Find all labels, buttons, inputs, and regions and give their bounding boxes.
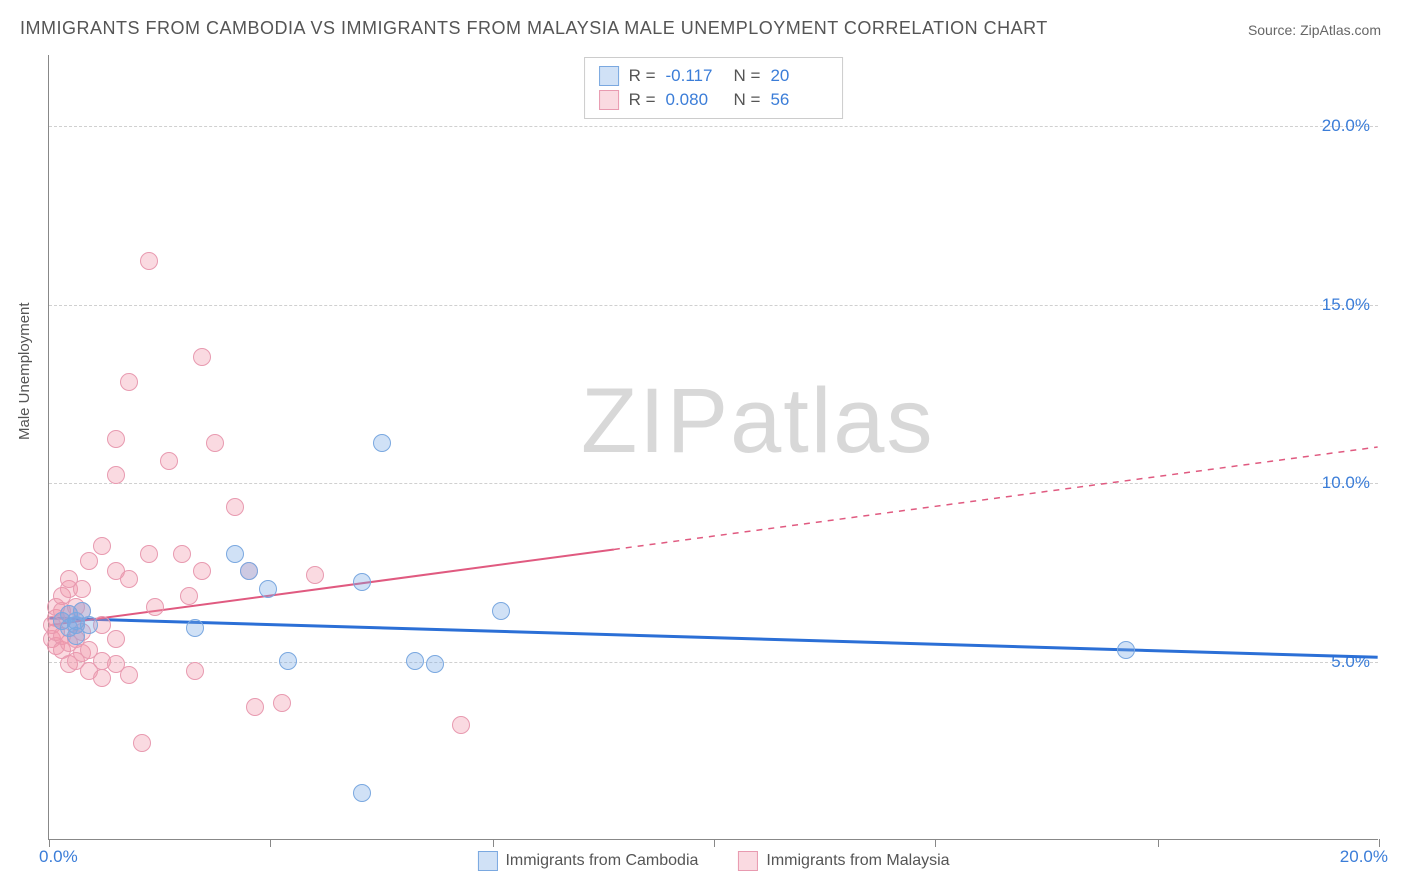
watermark: ZIPatlas xyxy=(581,369,934,474)
data-point-malaysia xyxy=(107,466,125,484)
data-point-malaysia xyxy=(160,452,178,470)
r-label: R = xyxy=(629,90,656,110)
legend-item-malaysia: Immigrants from Malaysia xyxy=(738,851,949,871)
x-tick xyxy=(1158,839,1159,847)
y-tick-label: 10.0% xyxy=(1322,473,1370,493)
gridline xyxy=(49,662,1378,663)
data-point-malaysia xyxy=(120,570,138,588)
n-label: N = xyxy=(734,90,761,110)
legend-swatch-icon xyxy=(599,66,619,86)
legend-swatch-icon xyxy=(477,851,497,871)
data-point-malaysia xyxy=(73,580,91,598)
data-point-cambodia xyxy=(186,619,204,637)
data-point-malaysia xyxy=(93,537,111,555)
legend-label: Immigrants from Cambodia xyxy=(505,852,698,870)
data-point-cambodia xyxy=(67,612,85,630)
gridline xyxy=(49,305,1378,306)
data-point-malaysia xyxy=(186,662,204,680)
data-point-malaysia xyxy=(273,694,291,712)
x-tick xyxy=(714,839,715,847)
gridline xyxy=(49,483,1378,484)
legend-label: Immigrants from Malaysia xyxy=(766,852,949,870)
correlation-legend: R = -0.117 N = 20 R = 0.080 N = 56 xyxy=(584,57,844,119)
chart-title: IMMIGRANTS FROM CAMBODIA VS IMMIGRANTS F… xyxy=(20,18,1048,39)
data-point-malaysia xyxy=(120,666,138,684)
trend-lines xyxy=(49,55,1378,839)
legend-swatch-icon xyxy=(738,851,758,871)
x-tick xyxy=(49,839,50,847)
r-value: 0.080 xyxy=(666,90,724,110)
legend-row-cambodia: R = -0.117 N = 20 xyxy=(599,64,829,88)
data-point-malaysia xyxy=(246,698,264,716)
plot-area: 5.0%10.0%15.0%20.0%0.0%20.0%ZIPatlasR =-… xyxy=(48,55,1378,840)
x-min-label: 0.0% xyxy=(39,847,78,867)
data-point-malaysia xyxy=(93,669,111,687)
data-point-malaysia xyxy=(107,630,125,648)
n-value: 56 xyxy=(770,90,828,110)
legend-row-malaysia: R = 0.080 N = 56 xyxy=(599,88,829,112)
data-point-malaysia xyxy=(193,562,211,580)
data-point-malaysia xyxy=(120,373,138,391)
data-point-malaysia xyxy=(140,545,158,563)
data-point-malaysia xyxy=(80,552,98,570)
y-tick-label: 15.0% xyxy=(1322,295,1370,315)
y-tick-label: 5.0% xyxy=(1331,652,1370,672)
y-axis-label: Male Unemployment xyxy=(16,302,33,440)
data-point-cambodia xyxy=(492,602,510,620)
x-max-label: 20.0% xyxy=(1340,847,1388,867)
y-tick-label: 20.0% xyxy=(1322,116,1370,136)
n-label: N = xyxy=(734,66,761,86)
data-point-malaysia xyxy=(107,430,125,448)
data-point-cambodia xyxy=(353,784,371,802)
r-value: -0.117 xyxy=(666,66,724,86)
data-point-cambodia xyxy=(226,545,244,563)
data-point-cambodia xyxy=(406,652,424,670)
n-value: 20 xyxy=(770,66,828,86)
data-point-malaysia xyxy=(146,598,164,616)
series-legend: Immigrants from Cambodia Immigrants from … xyxy=(477,851,949,871)
data-point-malaysia xyxy=(180,587,198,605)
data-point-malaysia xyxy=(133,734,151,752)
data-point-cambodia xyxy=(240,562,258,580)
legend-swatch-icon xyxy=(599,90,619,110)
data-point-cambodia xyxy=(279,652,297,670)
data-point-malaysia xyxy=(206,434,224,452)
data-point-cambodia xyxy=(259,580,277,598)
data-point-cambodia xyxy=(1117,641,1135,659)
source-label: Source: ZipAtlas.com xyxy=(1248,22,1381,38)
data-point-malaysia xyxy=(226,498,244,516)
x-tick xyxy=(493,839,494,847)
x-tick xyxy=(270,839,271,847)
data-point-malaysia xyxy=(173,545,191,563)
data-point-malaysia xyxy=(452,716,470,734)
x-tick xyxy=(935,839,936,847)
data-point-cambodia xyxy=(353,573,371,591)
data-point-cambodia xyxy=(373,434,391,452)
x-tick xyxy=(1379,839,1380,847)
gridline xyxy=(49,126,1378,127)
legend-item-cambodia: Immigrants from Cambodia xyxy=(477,851,698,871)
data-point-malaysia xyxy=(193,348,211,366)
r-label: R = xyxy=(629,66,656,86)
data-point-cambodia xyxy=(426,655,444,673)
data-point-malaysia xyxy=(140,252,158,270)
data-point-malaysia xyxy=(306,566,324,584)
